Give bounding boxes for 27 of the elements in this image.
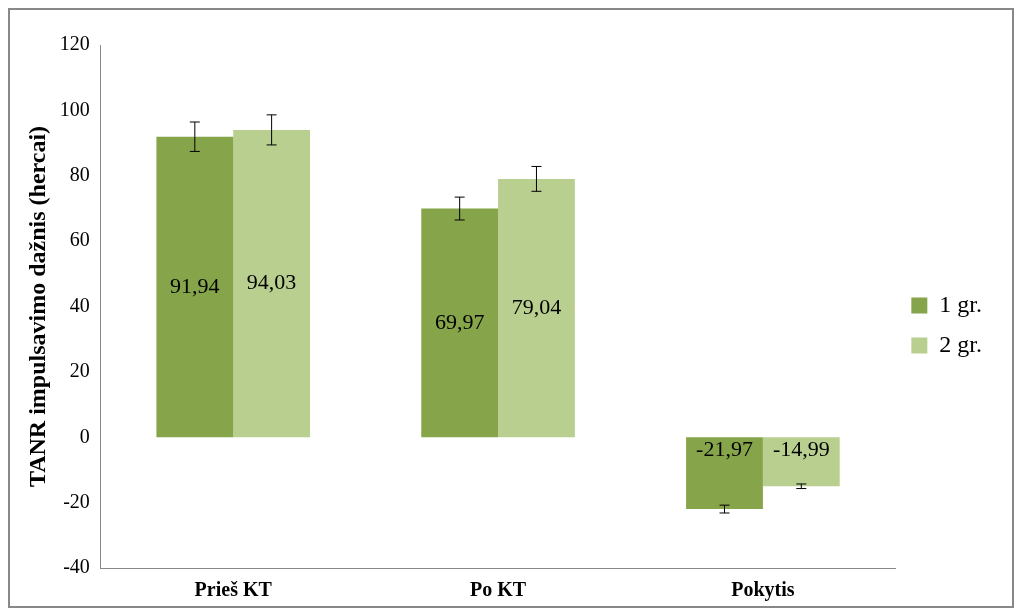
bar <box>686 437 763 510</box>
bar <box>762 437 840 487</box>
y-axis-title: TANR impulsavimo dažnis (hercai) <box>23 125 50 488</box>
x-tick-label: Prieš KT <box>194 578 273 601</box>
y-tick-label: 120 <box>59 32 90 55</box>
data-label: -21,97 <box>696 436 753 462</box>
y-tick-label: -20 <box>63 489 90 512</box>
legend-label: 1 gr. <box>939 290 982 317</box>
y-tick-label: 100 <box>59 97 90 120</box>
data-label: 91,94 <box>170 272 220 298</box>
bar <box>421 208 499 438</box>
y-tick-label: 80 <box>69 163 90 185</box>
data-label: -14,99 <box>772 436 830 462</box>
bar <box>498 178 575 438</box>
y-tick-label: 40 <box>69 293 90 316</box>
data-label: 79,04 <box>511 293 562 319</box>
bar <box>233 129 311 438</box>
y-tick-label: -40 <box>63 555 90 578</box>
bar <box>156 136 234 438</box>
legend-label: 2 gr. <box>939 330 982 357</box>
data-label: 69,97 <box>434 308 485 334</box>
y-tick-label: 60 <box>69 228 90 251</box>
x-tick-label: Po KT <box>470 578 527 601</box>
y-tick-label: 0 <box>79 424 90 447</box>
data-label: 94,03 <box>246 269 297 295</box>
y-tick-label: 20 <box>69 359 90 382</box>
x-tick-label: Pokytis <box>731 578 795 602</box>
